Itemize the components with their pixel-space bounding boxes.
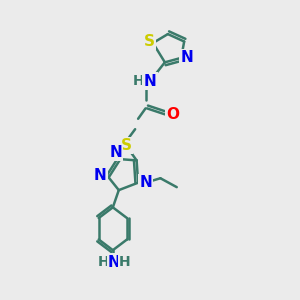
- Text: H: H: [98, 255, 110, 269]
- Text: S: S: [121, 138, 132, 153]
- Text: N: N: [180, 50, 193, 65]
- Text: N: N: [94, 168, 107, 183]
- Text: N: N: [144, 74, 156, 88]
- Text: O: O: [166, 107, 179, 122]
- Text: H: H: [132, 74, 144, 88]
- Text: H: H: [119, 255, 130, 269]
- Text: S: S: [144, 34, 155, 49]
- Text: N: N: [108, 255, 121, 270]
- Text: N: N: [110, 145, 122, 160]
- Text: N: N: [139, 175, 152, 190]
